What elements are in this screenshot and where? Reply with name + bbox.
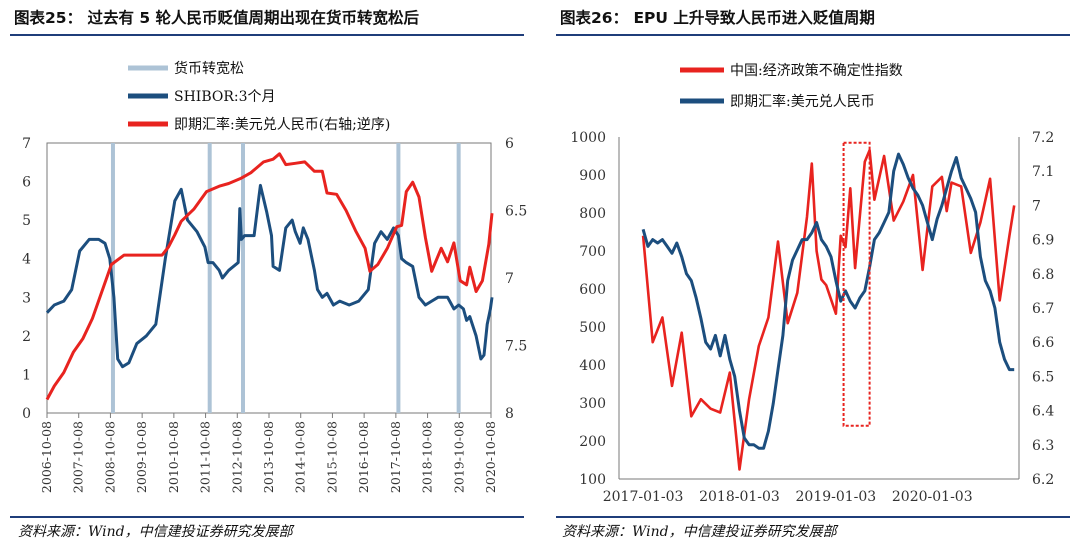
right-chart: 100 200 300 400 500 600 700 800 900 1000 6.2 6.3 6.4… [570, 62, 1054, 505]
easing-band [396, 143, 401, 413]
x-tick-label: 2007-10-08 [71, 421, 86, 493]
legend-swatch [128, 93, 168, 99]
right-chart-title: 图表26： EPU 上升导致人民币进入贬值周期 [560, 9, 875, 27]
x-tick-label: 2008-10-08 [102, 421, 117, 493]
x-tick-label: 2012-10-08 [229, 421, 244, 493]
left-y-tick-label: 1000 [570, 130, 606, 146]
left-chart-title: 图表25： 过去有 5 轮人民币贬值周期出现在货币转宽松后 [14, 9, 420, 27]
right-y-tick-label: 7 [505, 271, 514, 287]
legend-swatch [680, 67, 724, 73]
x-tick-label: 2017-01-03 [603, 489, 684, 505]
legend-label: 即期汇率:美元兑人民币(右轴;逆序) [174, 116, 390, 133]
x-tick-label: 2010-10-08 [166, 421, 181, 493]
right-y-tick-label: 6.3 [1032, 438, 1054, 454]
right-y-tick-label: 6.5 [1032, 369, 1054, 385]
legend-label: 货币转宽松 [174, 60, 244, 77]
left-y-tick-label: 4 [22, 252, 31, 268]
legend-label: 中国:经济政策不确定性指数 [730, 62, 903, 79]
right-y-tick-label: 8 [505, 406, 514, 422]
easing-band [240, 143, 245, 413]
left-y-tick-label: 5 [22, 213, 31, 229]
left-y-tick-label: 300 [579, 396, 606, 412]
legend-swatch [680, 98, 724, 104]
right-y-tick-label: 7.1 [1032, 164, 1054, 180]
right-source-rule [556, 516, 1070, 518]
x-tick-label: 2020-01-03 [892, 489, 973, 505]
left-y-tick-label: 700 [579, 244, 606, 260]
x-tick-label: 2015-10-08 [324, 421, 339, 493]
x-tick-label: 2019-10-08 [451, 421, 466, 493]
legend-label: SHIBOR:3个月 [174, 89, 276, 105]
right-y-tick-label: 6.7 [1032, 301, 1054, 317]
shibor-line [45, 183, 494, 369]
right-y-tick-label: 6.8 [1032, 267, 1054, 283]
legend-swatch [128, 65, 168, 71]
x-tick-label: 2018-10-08 [420, 421, 435, 493]
right-y-tick-label: 7 [1032, 198, 1041, 214]
left-title-rule [10, 34, 524, 36]
x-tick-label: 2014-10-08 [293, 421, 308, 493]
left-y-tick-label: 200 [579, 434, 606, 450]
usdcny-line [641, 152, 1015, 450]
right-y-tick-label: 6 [505, 136, 514, 152]
x-tick-label: 2011-10-08 [198, 421, 213, 493]
right-y-tick-label: 6.5 [505, 204, 527, 220]
left-y-tick-label: 3 [22, 290, 31, 306]
right-y-tick-label: 6.9 [1032, 233, 1054, 249]
left-y-tick-label: 0 [22, 406, 31, 422]
legend-label: 即期汇率:美元兑人民币 [730, 93, 875, 110]
right-source-note: 资料来源：Wind，中信建投证券研究发展部 [562, 524, 837, 540]
left-y-tick-label: 500 [579, 320, 606, 336]
left-y-tick-label: 900 [579, 168, 606, 184]
right-y-tick-label: 6.2 [1032, 472, 1054, 488]
x-tick-label: 2020-10-08 [483, 421, 498, 493]
x-tick-label: 2013-10-08 [261, 421, 276, 493]
left-chart: 0 1 2 3 4 5 6 7 6 6.5 7 7.5 8 2006-10-08 2007-10-08 200… [22, 60, 527, 493]
left-y-tick-label: 1 [22, 367, 31, 383]
left-y-tick-label: 6 [22, 175, 31, 191]
x-tick-label: 2017-10-08 [388, 421, 403, 493]
left-source-rule [10, 516, 524, 518]
right-y-tick-label: 6.4 [1032, 404, 1054, 420]
left-y-tick-label: 600 [579, 282, 606, 298]
right-y-tick-label: 7.2 [1032, 130, 1054, 146]
left-y-tick-label: 400 [579, 358, 606, 374]
highlight-box [842, 141, 871, 427]
left-y-tick-label: 7 [22, 136, 31, 152]
left-y-tick-label: 2 [22, 329, 31, 345]
right-y-tick-label: 7.5 [505, 339, 527, 355]
x-tick-label: 2018-01-03 [699, 489, 780, 505]
legend-swatch [128, 121, 168, 127]
left-y-tick-label: 800 [579, 206, 606, 222]
usdcny-line [45, 152, 494, 401]
right-y-tick-label: 6.6 [1032, 335, 1054, 351]
x-tick-label: 2009-10-08 [134, 421, 149, 493]
epu-line [641, 149, 1016, 471]
left-y-tick-label: 100 [579, 472, 606, 488]
right-title-rule [556, 34, 1070, 36]
x-tick-label: 2016-10-08 [356, 421, 371, 493]
left-source-note: 资料来源：Wind，中信建投证券研究发展部 [18, 524, 293, 540]
easing-band [207, 143, 212, 413]
x-tick-label: 2006-10-08 [39, 421, 54, 493]
x-tick-label: 2019-01-03 [796, 489, 877, 505]
